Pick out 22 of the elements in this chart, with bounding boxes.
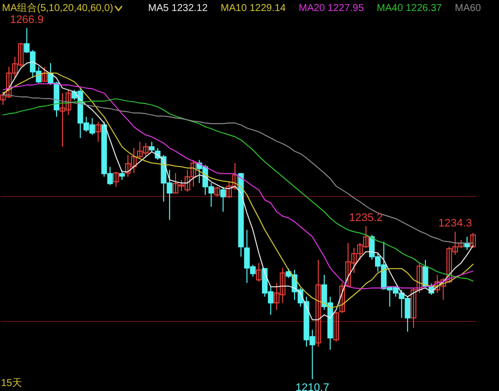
annotation: 15天 [1,377,22,390]
candlestick [256,262,262,282]
candlestick [220,186,226,212]
candlestick [42,66,48,82]
candlestick [95,121,101,142]
candlestick [113,171,119,188]
text: MA40 1226.37 [376,2,442,14]
text: MA60 [454,2,481,14]
candlestick [148,141,155,152]
annotation: 1235.2 [349,212,383,224]
candlestick [316,259,322,348]
annotation: 1266.9 [10,14,44,26]
annotation: 1234.3 [438,218,472,230]
text: MA20 1227.95 [298,2,364,14]
candlestick [119,169,125,180]
text: MA5 1232.12 [148,2,208,14]
text: MA10 1229.14 [220,2,286,14]
annotation: 1210.7 [296,382,330,391]
candlestick [470,232,476,248]
candlestick [333,311,339,342]
candlestick [214,186,220,198]
chart-title: MA组合(5,10,20,40,60,0) [2,2,114,15]
